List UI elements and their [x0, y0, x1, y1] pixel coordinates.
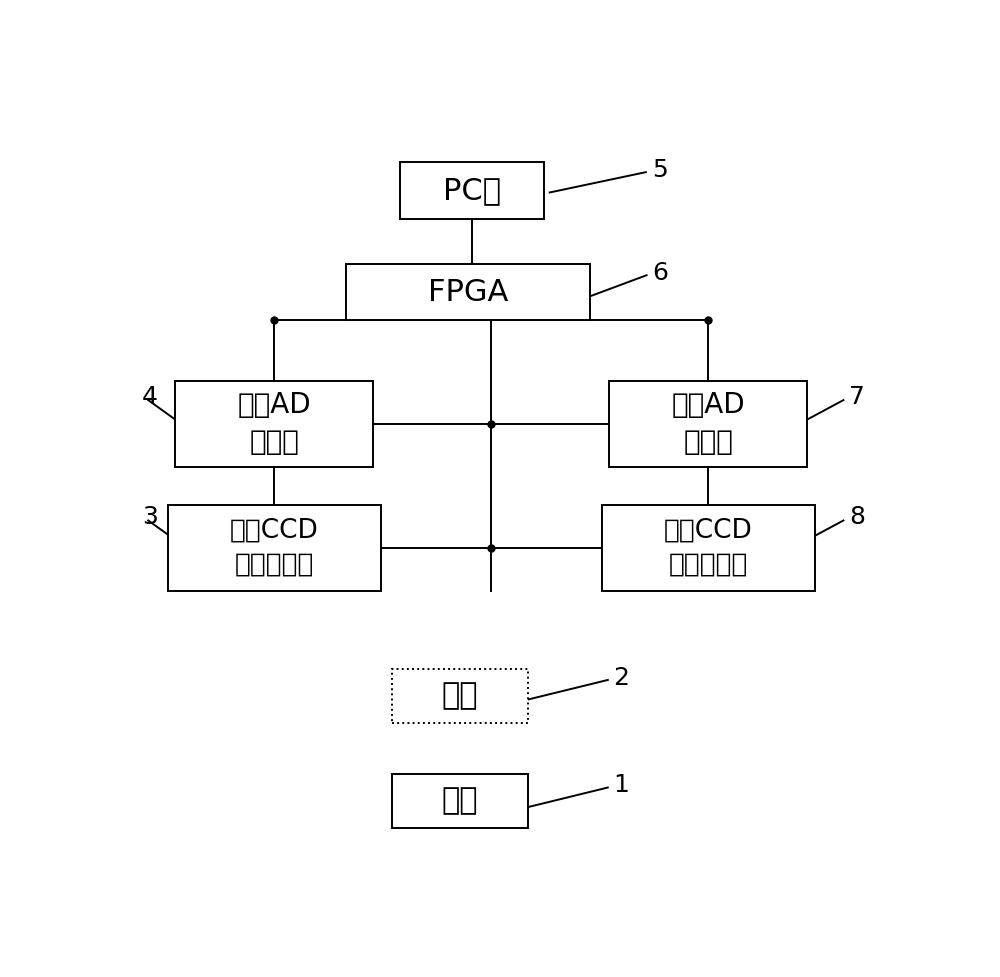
Text: 5: 5: [652, 158, 668, 182]
Text: 带材: 带材: [442, 681, 478, 710]
Bar: [346, 264, 590, 320]
Text: 2: 2: [613, 665, 629, 690]
Text: 7: 7: [849, 385, 865, 409]
Bar: [602, 505, 815, 591]
Text: 6: 6: [652, 261, 668, 285]
Bar: [609, 381, 807, 467]
Bar: [175, 381, 373, 467]
Text: 8: 8: [849, 505, 865, 530]
Bar: [392, 774, 528, 828]
Bar: [168, 505, 381, 591]
Bar: [392, 668, 528, 723]
Text: 左侧CCD
检测传感器: 左侧CCD 检测传感器: [230, 518, 319, 578]
Text: 第一AD
转换器: 第一AD 转换器: [237, 392, 311, 456]
Text: 第二AD
转换器: 第二AD 转换器: [671, 392, 745, 456]
Bar: [400, 162, 544, 219]
Text: 右侧CCD
检测传感器: 右侧CCD 检测传感器: [664, 518, 753, 578]
Text: 3: 3: [142, 505, 158, 530]
Text: 光源: 光源: [442, 786, 478, 816]
Text: 4: 4: [142, 385, 158, 409]
Text: 1: 1: [613, 773, 629, 797]
Text: PC机: PC机: [443, 176, 501, 205]
Text: FPGA: FPGA: [428, 277, 508, 307]
